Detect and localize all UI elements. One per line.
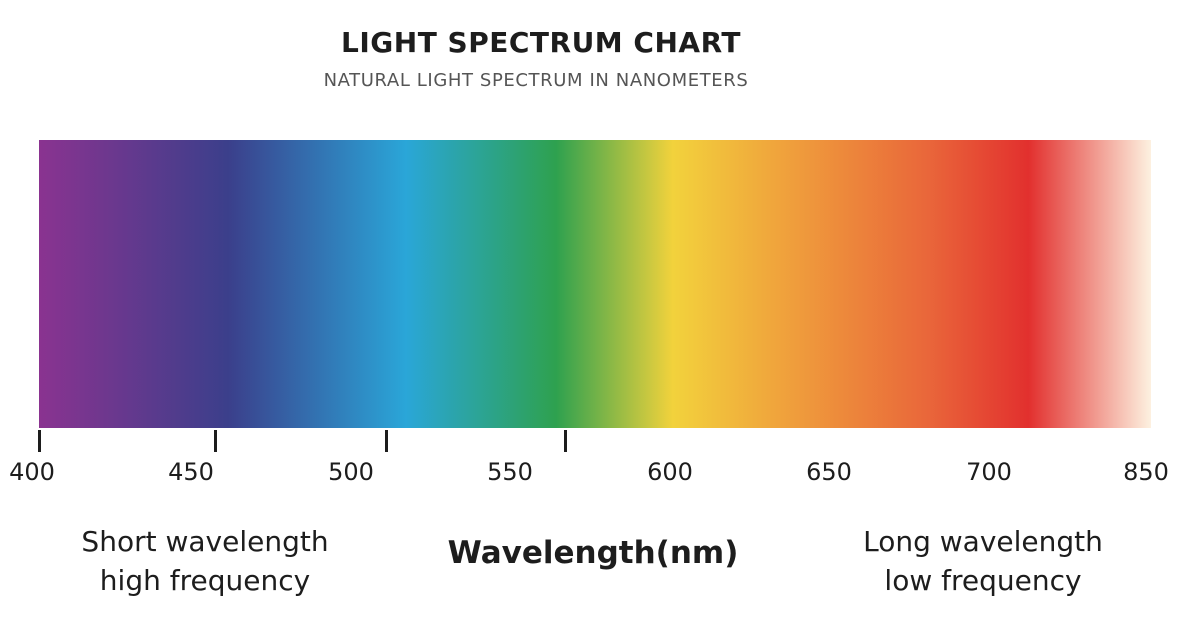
tick-label-850: 850 [1123,458,1169,486]
short-wavelength-label: Short wavelength [81,525,329,558]
tick-mark [385,430,388,452]
tick-label-700: 700 [966,458,1012,486]
tick-mark [38,430,41,452]
tick-label-400: 400 [9,458,55,486]
short-wavelength-note: Short wavelength high frequency [25,522,385,600]
spectrum-bar [39,140,1151,428]
long-wavelength-note: Long wavelength low frequency [803,522,1163,600]
tick-label-500: 500 [328,458,374,486]
axis-title: Wavelength(nm) [447,535,739,571]
tick-label-550: 550 [487,458,533,486]
tick-mark [214,430,217,452]
tick-label-600: 600 [647,458,693,486]
tick-mark [564,430,567,452]
tick-marks [0,430,1200,454]
chart-subtitle: NATURAL LIGHT SPECTRUM IN NANOMETERS [323,70,749,91]
high-frequency-label: high frequency [99,564,311,597]
tick-label-650: 650 [806,458,852,486]
chart-title: LIGHT SPECTRUM CHART [341,26,741,59]
spectrum-gradient [39,140,1151,428]
low-frequency-label: low frequency [884,564,1082,597]
long-wavelength-label: Long wavelength [863,525,1103,558]
tick-label-450: 450 [168,458,214,486]
